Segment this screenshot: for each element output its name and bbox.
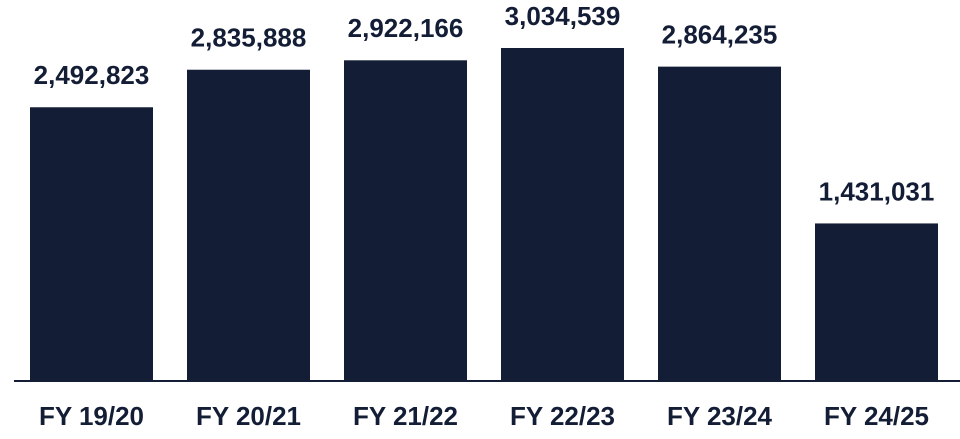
- value-label: 2,922,166: [348, 13, 464, 43]
- x-tick-label: FY 20/21: [196, 401, 301, 431]
- value-label: 1,431,031: [819, 176, 935, 206]
- x-tick-label: FY 23/24: [667, 401, 773, 431]
- x-tick-label: FY 21/22: [353, 401, 458, 431]
- bar: [344, 60, 467, 380]
- bar: [815, 223, 938, 380]
- bar: [658, 66, 781, 381]
- x-tick-label: FY 24/25: [824, 401, 929, 431]
- bar: [187, 69, 310, 380]
- value-label: 2,835,888: [191, 23, 307, 53]
- value-label: 2,492,823: [34, 60, 150, 90]
- x-tick-label: FY 22/23: [510, 401, 615, 431]
- bar: [501, 48, 624, 380]
- bar: [30, 107, 153, 381]
- value-label: 3,034,539: [505, 1, 621, 31]
- value-label: 2,864,235: [662, 20, 778, 50]
- x-tick-label: FY 19/20: [39, 401, 144, 431]
